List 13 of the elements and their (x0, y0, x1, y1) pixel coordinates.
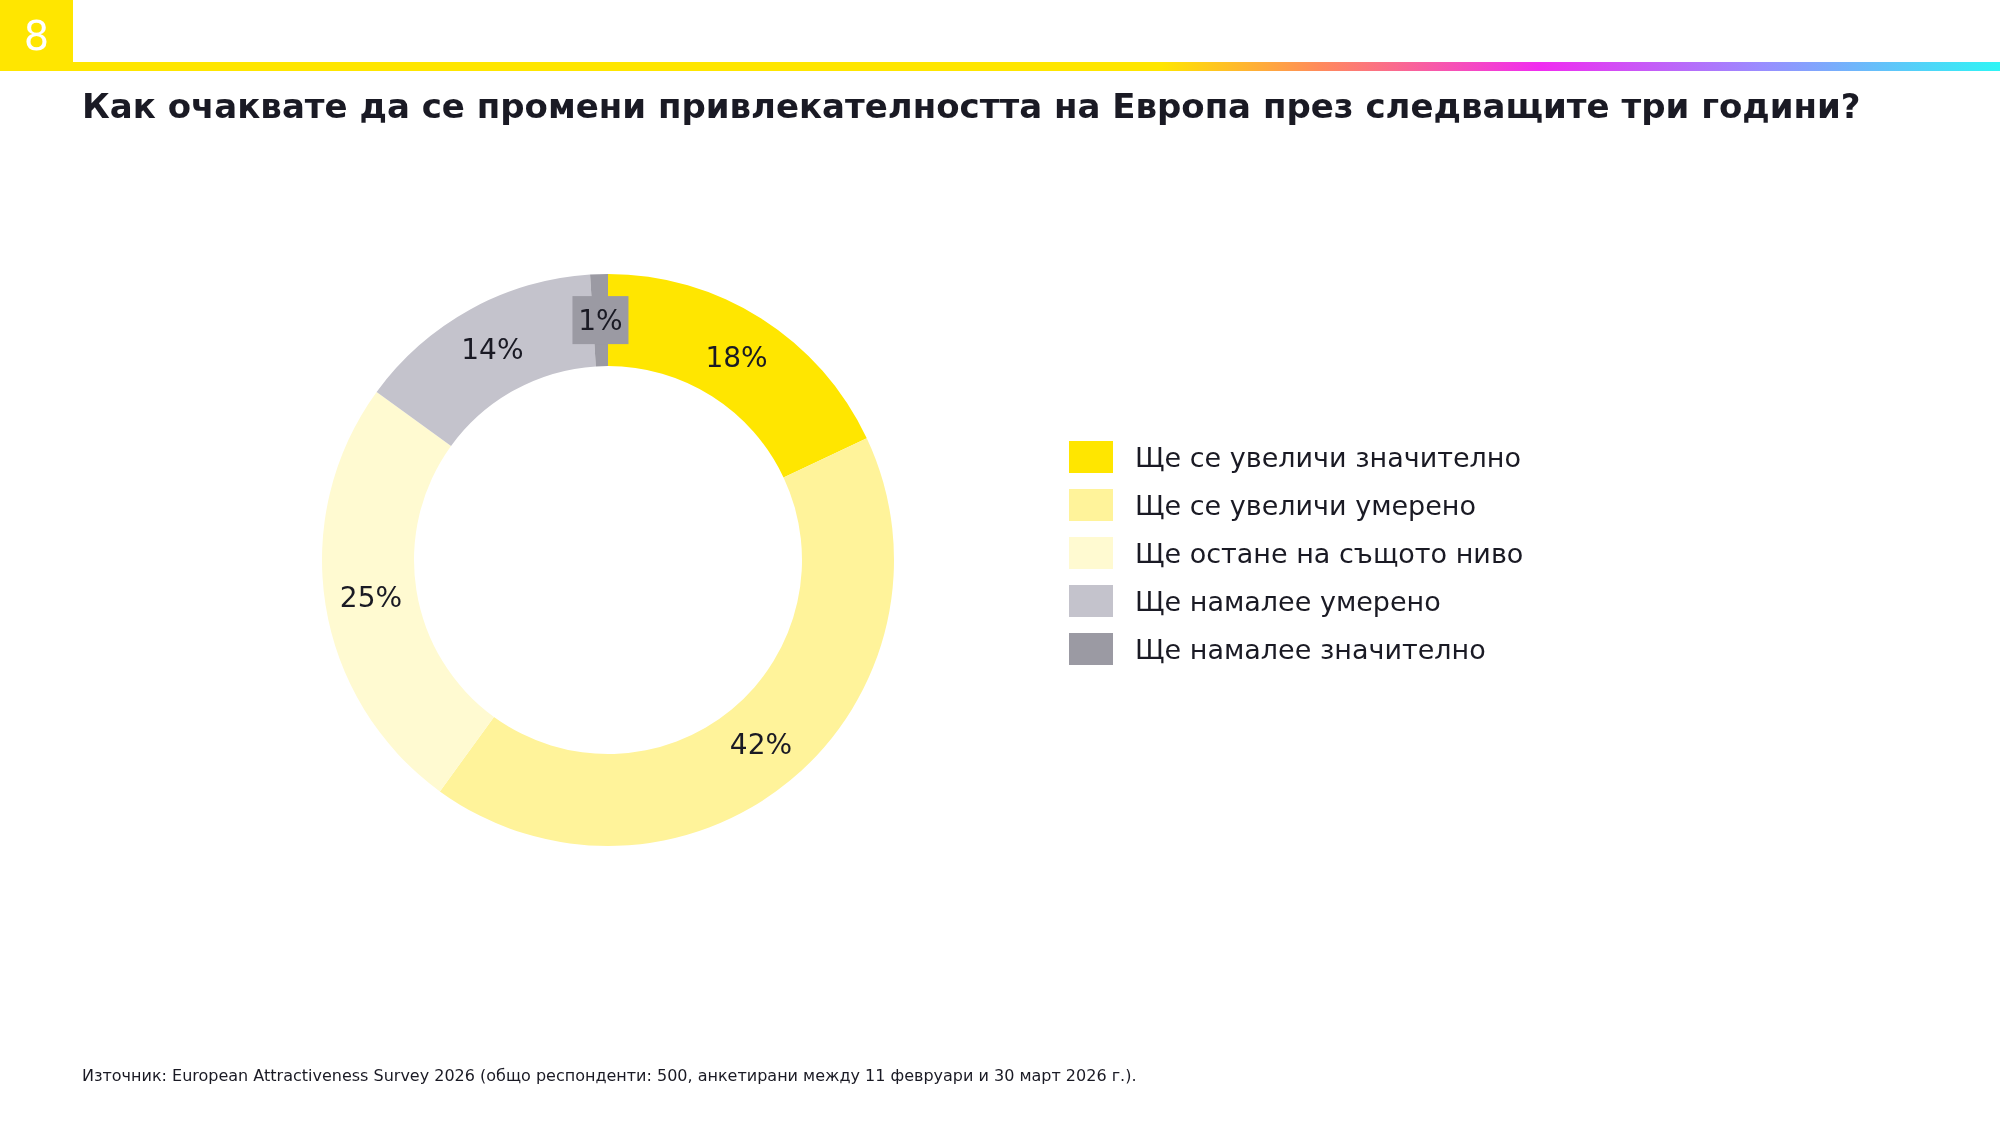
data-label: 25% (339, 581, 403, 615)
data-label: 1% (578, 303, 623, 337)
legend-label: Ще се увеличи умерено (1135, 489, 1477, 521)
data-label: 18% (705, 340, 768, 374)
chart-title: Как очаквате да се промени привлекателността на Европа през следващите три години? (82, 86, 1861, 126)
legend-label: Ще намалее умерено (1135, 585, 1441, 617)
text: Източник: European Attractiveness Survey 2026 (общо респонденти: 500, анкетирани между 11 февруари и 30 март 2026 г.). (82, 1066, 1137, 1085)
legend-label: Ще намалее значително (1135, 633, 1486, 665)
data-label: 14% (461, 333, 524, 367)
legend-label: Ще остане на същото ниво (1135, 537, 1524, 569)
legend-label: Ще се увеличи значително (1135, 441, 1521, 473)
data-label: 42% (729, 728, 793, 762)
text: 8 (0, 0, 73, 71)
